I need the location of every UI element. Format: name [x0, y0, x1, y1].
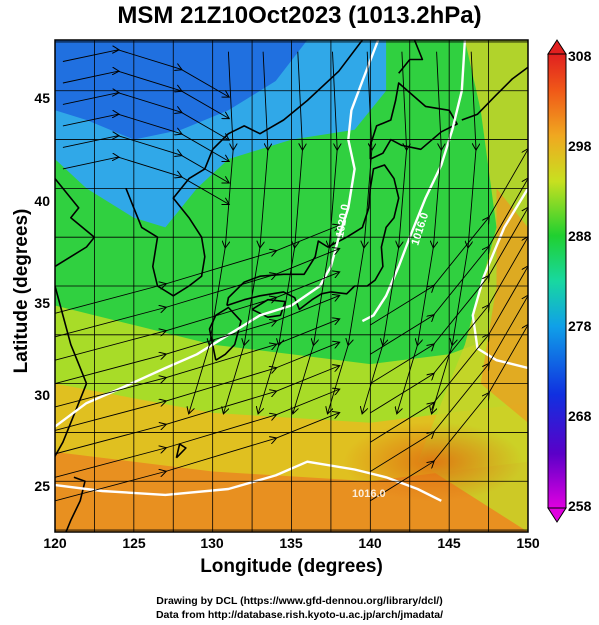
coastline-8: [461, 66, 528, 121]
x-axis-label: Longitude (degrees): [200, 556, 383, 577]
colorbar: [547, 39, 567, 523]
coastline-10: [65, 476, 86, 532]
colorbar-bottom-arrow: [547, 507, 567, 523]
x-tick-label: 135: [279, 535, 303, 551]
coastline-7: [398, 40, 424, 74]
streamlines: [55, 50, 528, 502]
coastline-1: [55, 285, 88, 458]
colorbar-tick: 288: [568, 228, 592, 244]
y-tick-label: 45: [34, 90, 50, 106]
contour-label-1016-south: 1016.0: [352, 488, 386, 500]
colorbar-tick: 298: [568, 138, 592, 154]
streamline-23: [370, 149, 528, 326]
y-tick-label: 40: [34, 193, 50, 209]
x-tick-label: 125: [122, 535, 146, 551]
contour-label-1020: 1020.0: [334, 203, 352, 238]
colorbar-tick: 268: [568, 408, 592, 424]
y-tick-label: 30: [34, 387, 50, 403]
x-tick-label: 140: [358, 535, 382, 551]
plot-frame: [54, 39, 529, 533]
credit-line: Data from http://database.rish.kyoto-u.a…: [155, 609, 444, 621]
y-tick-label: 35: [34, 295, 50, 311]
x-tick-label: 150: [516, 535, 540, 551]
credits: Drawing by DCL (https://www.gfd-dennou.o…: [0, 594, 599, 622]
chart-title: MSM 21Z10Oct2023 (1013.2hPa): [117, 2, 482, 29]
x-tick-label: 120: [43, 535, 67, 551]
colorbar-tick: 278: [568, 318, 592, 334]
streamline-29: [62, 50, 229, 97]
y-axis-label: Latitude (degrees): [11, 208, 32, 374]
x-tick-label: 145: [437, 535, 461, 551]
credit-line: Drawing by DCL (https://www.gfd-dennou.o…: [156, 595, 443, 607]
x-tick-label: 130: [200, 535, 224, 551]
colorbar-tick: 308: [568, 48, 592, 64]
colorbar-top-arrow: [547, 39, 567, 55]
colorbar-scale: [547, 53, 567, 509]
y-tick-label: 25: [34, 478, 50, 494]
colorbar-tick: 258: [568, 498, 592, 514]
